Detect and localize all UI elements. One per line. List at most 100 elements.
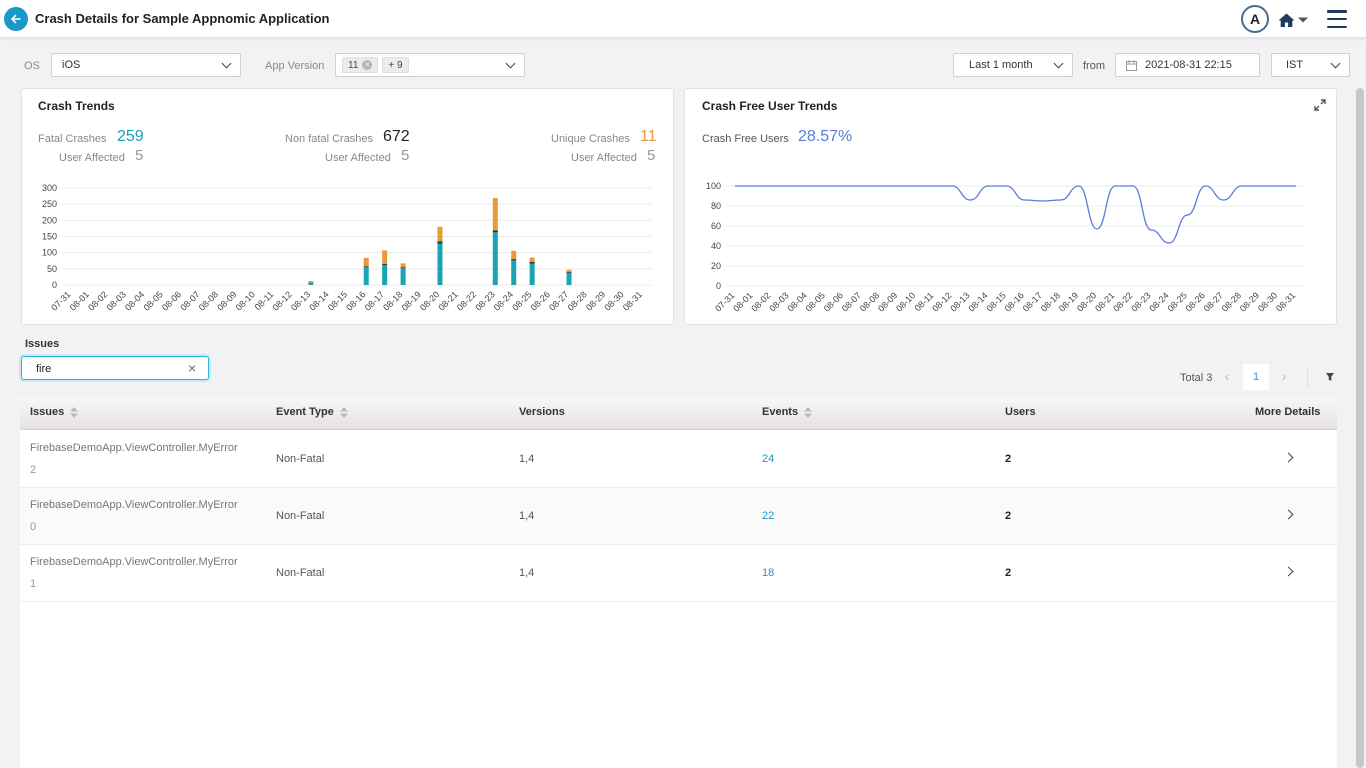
line-x-tick-label: 08-17 <box>1021 290 1044 313</box>
bar-segment <box>566 269 572 272</box>
line-x-tick-label: 08-21 <box>1093 290 1116 313</box>
bar-x-tick-label: 08-05 <box>141 289 164 312</box>
date-picker[interactable]: 2021-08-31 22:15 <box>1115 53 1260 77</box>
unique-crashes-label: Unique Crashes <box>551 133 630 145</box>
line-x-tick-label: 08-31 <box>1274 290 1297 313</box>
app-version-tag[interactable]: 11 × <box>342 57 379 73</box>
bar-segment <box>437 241 443 244</box>
app-version-more-tag: + 9 <box>382 57 409 73</box>
bar-x-tick-label: 08-28 <box>566 289 589 312</box>
bar-x-tick-label: 08-18 <box>381 289 404 312</box>
timezone-select[interactable]: IST <box>1271 53 1350 77</box>
table-header: Issues Event Type Versions Events Users … <box>20 397 1337 430</box>
events-link[interactable]: 22 <box>762 510 775 522</box>
col-users: Users <box>1005 406 1036 418</box>
bar-x-tick-label: 08-23 <box>473 289 496 312</box>
issues-search-input[interactable] <box>36 361 176 376</box>
bar-x-tick-label: 08-11 <box>253 289 276 312</box>
chevron-right-icon[interactable] <box>1283 566 1294 577</box>
event-type: Non-Fatal <box>276 510 325 522</box>
crash-free-series-line <box>735 185 1296 244</box>
bar-x-tick-label: 08-12 <box>271 289 294 312</box>
close-icon[interactable]: × <box>362 60 373 70</box>
bar-segment <box>492 198 498 231</box>
issue-code: 0 <box>30 521 37 533</box>
issues-search-box: × <box>21 356 209 380</box>
chevron-right-icon[interactable] <box>1283 452 1294 463</box>
time-range-select[interactable]: Last 1 month <box>953 53 1073 77</box>
users: 2 <box>1005 567 1012 579</box>
scrollbar[interactable] <box>1356 88 1364 768</box>
os-value: iOS <box>62 59 81 71</box>
line-x-tick-label: 08-09 <box>876 290 899 313</box>
close-icon[interactable]: × <box>188 360 197 376</box>
avatar[interactable]: A <box>1241 5 1269 33</box>
col-versions: Versions <box>519 406 565 418</box>
os-select[interactable]: iOS <box>51 53 241 77</box>
issue-code: 1 <box>30 578 37 590</box>
line-x-tick-label: 08-16 <box>1003 290 1026 313</box>
page-number[interactable]: 1 <box>1243 364 1269 390</box>
hamburger-menu-button[interactable] <box>1327 10 1347 28</box>
versions: 1,4 <box>519 453 535 465</box>
back-button[interactable] <box>4 7 28 31</box>
bar-segment <box>308 281 314 283</box>
bar-x-tick-label: 08-15 <box>326 289 349 312</box>
timezone-value: IST <box>1286 59 1304 71</box>
bar-segment <box>529 257 535 263</box>
home-menu-button[interactable] <box>1278 10 1312 30</box>
versions: 1,4 <box>519 510 535 522</box>
nonfatal-crashes-label: Non fatal Crashes <box>285 133 374 145</box>
expand-icon[interactable] <box>1314 99 1326 111</box>
app-version-label: App Version <box>265 60 325 72</box>
time-range-value: Last 1 month <box>969 59 1033 71</box>
bar-segment <box>566 271 572 273</box>
col-event-type[interactable]: Event Type <box>276 406 348 418</box>
home-icon <box>1278 13 1295 27</box>
table-row[interactable]: FirebaseDemoApp.ViewController.MyError 2… <box>20 431 1337 488</box>
chevron-right-icon[interactable] <box>1283 509 1294 520</box>
unique-users-label: User Affected <box>571 152 637 164</box>
chevron-down-icon <box>221 58 232 69</box>
users: 2 <box>1005 453 1012 465</box>
calendar-icon <box>1126 59 1137 71</box>
bar-segment <box>437 226 443 242</box>
table-row[interactable]: FirebaseDemoApp.ViewController.MyError 0… <box>20 488 1337 545</box>
sort-icon[interactable] <box>804 406 813 418</box>
bar-y-tick-label: 150 <box>42 232 57 242</box>
line-x-tick-label: 08-03 <box>767 290 790 313</box>
prev-page-button[interactable]: ‹ <box>1224 368 1230 384</box>
events-link[interactable]: 24 <box>762 453 775 465</box>
next-page-button[interactable]: › <box>1281 368 1287 384</box>
sort-icon[interactable] <box>339 406 348 418</box>
col-event-type-label: Event Type <box>276 406 334 418</box>
bar-segment <box>400 268 406 285</box>
col-issues-label: Issues <box>30 406 65 418</box>
line-x-tick-label: 08-18 <box>1039 290 1062 313</box>
line-x-tick-label: 08-22 <box>1111 290 1134 313</box>
bar-x-tick-label: 07-31 <box>49 289 72 312</box>
app-version-tag-label: 11 <box>348 59 359 71</box>
bar-x-tick-label: 08-09 <box>215 289 238 312</box>
col-issues[interactable]: Issues <box>30 406 79 418</box>
event-type: Non-Fatal <box>276 453 325 465</box>
from-label: from <box>1083 60 1105 72</box>
table-row[interactable]: FirebaseDemoApp.ViewController.MyError 1… <box>20 545 1337 602</box>
users: 2 <box>1005 510 1012 522</box>
sort-icon[interactable] <box>70 406 79 418</box>
line-y-tick-label: 60 <box>711 221 721 231</box>
bar-segment <box>382 264 388 285</box>
crash-trends-card: Crash Trends Fatal Crashes 259 User Affe… <box>21 88 674 325</box>
filter-icon[interactable] <box>1323 370 1337 384</box>
col-events[interactable]: Events <box>762 406 813 418</box>
fatal-users-label: User Affected <box>59 152 125 164</box>
app-version-select[interactable]: 11 × + 9 <box>335 53 525 77</box>
events-link[interactable]: 18 <box>762 567 775 579</box>
line-x-tick-label: 08-25 <box>1165 290 1188 313</box>
bar-y-tick-label: 300 <box>42 183 57 193</box>
arrow-left-icon <box>10 14 21 24</box>
hamburger-icon-bar <box>1327 25 1347 28</box>
bar-x-tick-label: 08-16 <box>344 289 367 312</box>
bar-segment <box>363 266 369 268</box>
issues-table: Issues Event Type Versions Events Users … <box>20 397 1337 768</box>
